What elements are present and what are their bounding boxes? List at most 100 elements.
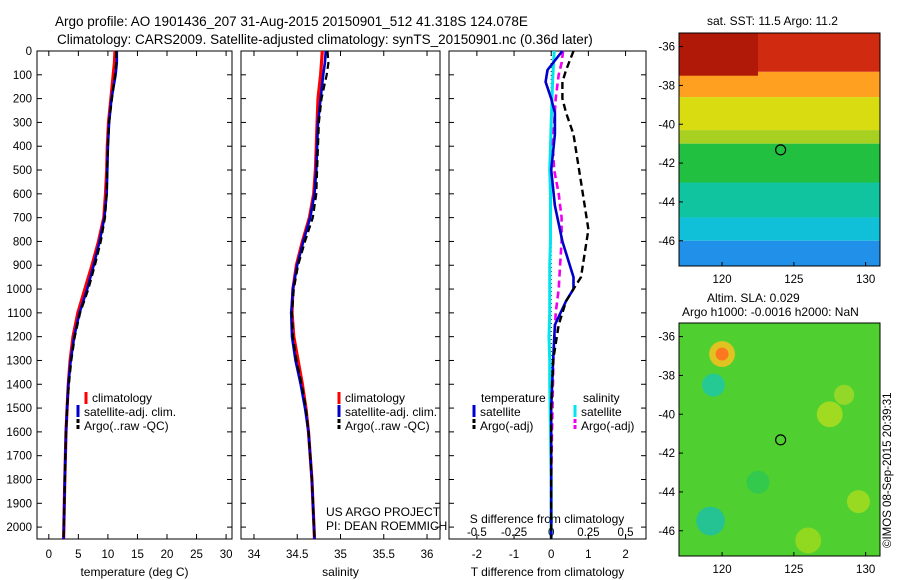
y-tick-label: 500 <box>13 165 32 177</box>
y-tick-label: 1200 <box>6 332 32 344</box>
x-top-tick-label: -0.25 <box>501 527 527 539</box>
y-tick-label: 1000 <box>6 284 32 296</box>
y-tick-label: 900 <box>13 260 32 272</box>
x-tick-label: 5 <box>75 549 81 561</box>
y-tick-label: 1700 <box>6 451 32 463</box>
map-y-tick-label: -38 <box>658 370 675 382</box>
map-y-tick-label: -42 <box>658 158 675 170</box>
difference-panel: -2 -1 0 1 2 T difference from climatology -0.5… <box>448 50 647 579</box>
x-top-tick-label: 0.25 <box>577 527 599 539</box>
map-y-tick-label: -46 <box>658 236 675 248</box>
legend-heading-salinity: salinity <box>583 391 620 405</box>
x-tick-label: -1 <box>509 549 519 561</box>
plot-frame <box>240 50 441 540</box>
x-top-tick-label: -0.5 <box>467 527 487 539</box>
y-tick-label: 200 <box>13 94 32 106</box>
x-tick-label: 2 <box>622 549 628 561</box>
x-tick-label: 0 <box>46 549 52 561</box>
y-tick-label: 1300 <box>6 355 32 367</box>
legend-label: Argo(-adj) <box>480 419 533 433</box>
map-x-tick-label: 125 <box>784 274 803 286</box>
sla-blob <box>816 401 843 428</box>
series-line <box>290 50 330 540</box>
series-line <box>62 51 118 540</box>
x-tick-label: 15 <box>131 549 144 561</box>
y-tick-label: 700 <box>13 213 32 225</box>
sst-band <box>679 97 880 131</box>
y-tick-label: 0 <box>26 46 32 58</box>
x-tick-label: 30 <box>220 549 233 561</box>
plot-frame <box>36 50 233 540</box>
map-y-tick-label: -38 <box>658 80 675 92</box>
y-tick-label: 2000 <box>6 522 32 534</box>
legend-heading-temperature: temperature <box>481 391 546 405</box>
legend-label: satellite-adj. clim. <box>345 405 437 419</box>
sst-band <box>679 182 880 218</box>
map-y-tick-label: -44 <box>658 487 675 499</box>
y-tick-label: 1600 <box>6 427 32 439</box>
series-line <box>549 50 565 539</box>
y-tick-label: 100 <box>13 70 32 82</box>
series-line <box>62 50 117 540</box>
x-tick-label: -2 <box>472 549 482 561</box>
y-tick-label: 1400 <box>6 379 32 391</box>
map-x-tick-label: 130 <box>856 564 875 576</box>
map-y-tick-label: -40 <box>658 409 675 421</box>
x-axis-label: T difference from climatology <box>471 565 625 579</box>
series-line <box>550 50 590 539</box>
x-tick-label: 20 <box>161 549 174 561</box>
map-x-tick-label: 125 <box>784 564 803 576</box>
x-axis-label: temperature (deg C) <box>80 565 188 579</box>
map-x-tick-label: 130 <box>856 274 875 286</box>
y-tick-label: 1900 <box>6 498 32 510</box>
argo-position-marker <box>775 434 787 446</box>
y-tick-label: 800 <box>13 236 32 248</box>
sst-band <box>679 130 880 144</box>
map-field <box>679 33 880 266</box>
y-tick-label: 300 <box>13 117 32 129</box>
x-tick-label: 0 <box>548 549 554 561</box>
x-tick-label: 10 <box>102 549 115 561</box>
header-line2: Climatology: CARS2009. Satellite-adjuste… <box>57 32 593 47</box>
y-tick-label: 1100 <box>7 308 32 320</box>
legend-label: satellite <box>581 405 622 419</box>
x-tick-label: 34 <box>248 549 261 561</box>
legend-label: Argo(-adj) <box>581 419 634 433</box>
map-frame <box>678 32 881 267</box>
sst-map-panel: -36 -38 -40 -42 -44 -46 120 125 130 <box>658 32 881 286</box>
x-axis-label: salinity <box>322 565 359 579</box>
map-y-tick-label: -36 <box>658 332 675 344</box>
sla-blob <box>701 373 725 397</box>
x-tick-label: 36 <box>421 549 434 561</box>
x-tick-label: 34.5 <box>286 549 308 561</box>
map-y-tick-label: -42 <box>658 448 675 460</box>
sla-map-panel: -36 -38 -40 -42 -44 -46 120 125 130 <box>658 322 881 576</box>
sla-blob <box>846 490 870 514</box>
sst-band <box>679 71 880 98</box>
map-x-tick-label: 120 <box>712 274 731 286</box>
y-tick-label: 600 <box>13 189 32 201</box>
y-tick-label: 1800 <box>6 474 32 486</box>
difference-legend: temperature salinity satellite Argo(-adj… <box>472 391 634 433</box>
y-tick-label: 400 <box>13 141 32 153</box>
sst-warm-patch <box>679 33 758 76</box>
legend-label: Argo(..raw -QC) <box>84 419 169 433</box>
temperature-legend: climatology satellite-adj. clim. Argo(..… <box>76 391 176 433</box>
sla-blob <box>834 384 855 405</box>
x-tick-label: 35 <box>334 549 347 561</box>
sst-band <box>679 240 880 266</box>
map-y-tick-label: -44 <box>658 197 675 209</box>
map-field <box>679 323 880 556</box>
map-y-tick-label: -46 <box>658 526 675 538</box>
map-frame <box>678 322 881 557</box>
salinity-legend: climatology satellite-adj. clim. Argo(..… <box>337 391 437 433</box>
sla-blob <box>715 347 729 361</box>
sla-blob <box>795 527 822 554</box>
x-tick-label: 35.5 <box>373 549 395 561</box>
sst-map-title: sat. SST: 11.5 Argo: 11.2 <box>707 14 838 28</box>
sla-blob <box>746 470 770 494</box>
legend-label: satellite-adj. clim. <box>84 405 176 419</box>
x-tick-label: 1 <box>585 549 591 561</box>
legend-label: Argo(..raw -QC) <box>345 419 430 433</box>
sst-band <box>679 143 880 183</box>
